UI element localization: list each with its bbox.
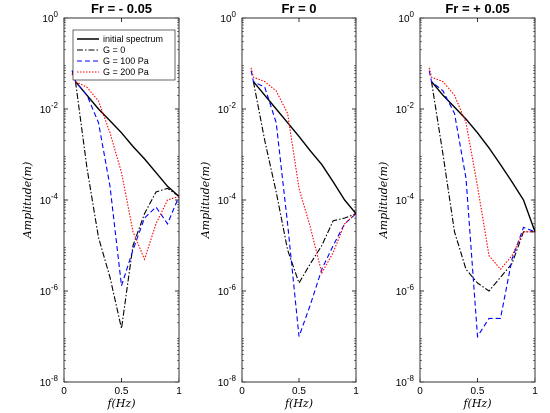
legend-entry: G = 0 [103, 45, 125, 55]
y-tick-label: 10-4 [40, 192, 59, 207]
x-tick-label: 1 [176, 386, 182, 397]
series-line-initial-spectrum [252, 81, 357, 215]
y-tick-label: 10-6 [396, 283, 415, 298]
y-tick-label: 10-6 [218, 283, 237, 298]
x-tick-label: 0 [417, 386, 423, 397]
y-tick-label: 10-4 [396, 192, 415, 207]
legend-entry: G = 100 Pa [103, 56, 149, 66]
y-tick-label: 10-2 [218, 101, 237, 116]
panel-title: Fr = 0 [281, 1, 316, 16]
y-tick-label: 100 [220, 10, 236, 25]
x-axis-label: f(Hz) [284, 397, 313, 410]
y-tick-label: 10-6 [40, 283, 59, 298]
y-axis-label: Amplitude(m) [199, 162, 212, 240]
y-tick-label: 10-2 [396, 101, 415, 116]
x-tick-label: 0.5 [471, 386, 485, 397]
axes-box [419, 17, 536, 383]
y-tick-label: 10-2 [40, 101, 59, 116]
series-line-g-0 [74, 81, 180, 329]
y-tick-label: 10-8 [40, 374, 59, 389]
x-tick-label: 1 [353, 386, 359, 397]
x-tick-label: 0.5 [292, 386, 306, 397]
y-axis-label: Amplitude(m) [21, 162, 34, 240]
x-tick-label: 0 [239, 386, 245, 397]
x-tick-label: 0.5 [115, 386, 129, 397]
x-axis-label: f(Hz) [462, 397, 491, 410]
series-line-g-100-pa [71, 70, 180, 286]
series-line-initial-spectrum [430, 81, 536, 233]
panel-title: Fr = - 0.05 [91, 1, 152, 16]
legend-entry: initial spectrum [103, 34, 163, 44]
y-tick-label: 10-8 [218, 374, 237, 389]
y-tick-label: 100 [398, 10, 414, 25]
panel-title: Fr = + 0.05 [445, 1, 509, 16]
series-line-g-0 [430, 81, 535, 292]
series-line-g-200-pa [250, 67, 357, 275]
x-axis-label: f(Hz) [106, 397, 135, 410]
panel-1: Fr = - 0.05 0 0.5 1 10-8 10-6 10-4 10-2 100 f(Hz)… [21, 1, 182, 410]
y-tick-label: 10-4 [218, 192, 237, 207]
x-tick-label: 1 [532, 386, 538, 397]
y-tick-label: 10-8 [396, 374, 415, 389]
legend-entry: G = 200 Pa [103, 67, 149, 77]
series-line-g-100-pa [250, 70, 357, 337]
series-line-g-100-pa [428, 70, 536, 339]
series-line-g-200-pa [71, 73, 180, 261]
y-tick-label: 100 [42, 10, 58, 25]
panel-3: Fr = + 0.05 0 0.5 1 10-8 10-6 10-4 10-2 100 f(Hz)… [377, 1, 538, 410]
y-axis-label: Amplitude(m) [377, 162, 390, 240]
x-tick-label: 0 [61, 386, 67, 397]
series-line-initial-spectrum [74, 81, 180, 197]
panel-2: Fr = 0 0 0.5 1 10-8 10-6 10-4 10-2 100 f(Hz) Ampli… [199, 1, 359, 410]
axes-box [241, 17, 357, 383]
